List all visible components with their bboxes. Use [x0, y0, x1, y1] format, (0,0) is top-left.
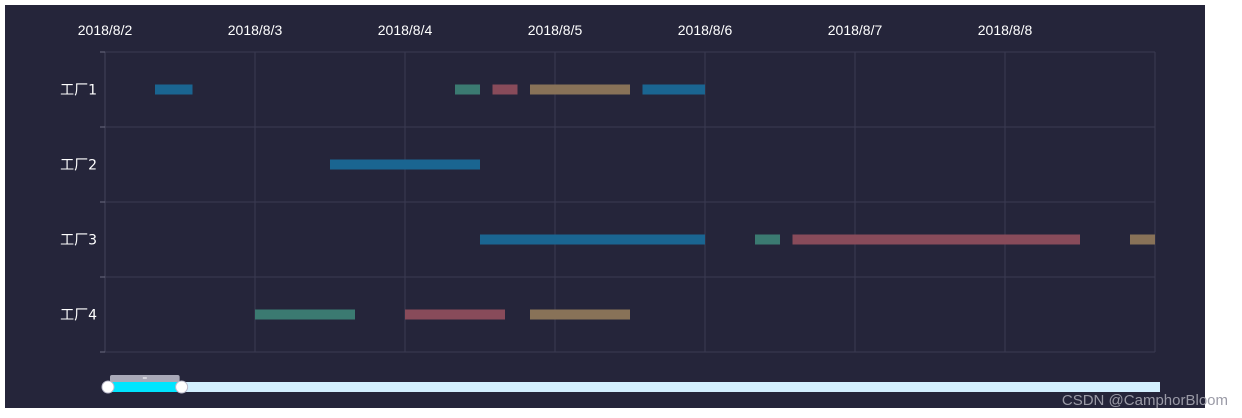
- watermark: CSDN @CamphorBloom: [1061, 392, 1228, 409]
- task-bar[interactable]: [330, 159, 480, 170]
- y-category-label: 工厂1: [60, 83, 97, 99]
- x-tick-label: 2018/8/8: [978, 22, 1033, 38]
- x-tick-label: 2018/8/2: [78, 22, 133, 38]
- x-tick-label: 2018/8/3: [228, 22, 283, 38]
- task-bar[interactable]: [155, 84, 193, 95]
- x-tick-label: 2018/8/4: [378, 22, 433, 38]
- y-category-label: 工厂2: [60, 158, 97, 174]
- task-bar[interactable]: [1130, 234, 1155, 245]
- zoom-selected-range[interactable]: [108, 382, 182, 392]
- task-bar[interactable]: [480, 234, 705, 245]
- task-bar[interactable]: [255, 309, 355, 320]
- task-bar[interactable]: [492, 84, 518, 95]
- zoom-track[interactable]: [108, 382, 1160, 392]
- y-category-label: 工厂3: [60, 233, 97, 249]
- task-bar[interactable]: [405, 309, 505, 320]
- task-bar[interactable]: [530, 84, 630, 95]
- x-tick-label: 2018/8/7: [828, 22, 883, 38]
- chart-panel: 2018/8/2 2018/8/3 2018/8/4 2018/8/5 2018/8/6…: [5, 5, 1205, 408]
- task-bar[interactable]: [642, 84, 706, 95]
- task-bar[interactable]: [792, 234, 1081, 245]
- y-category-label: 工厂4: [60, 308, 97, 324]
- x-tick-label: 2018/8/6: [678, 22, 733, 38]
- task-bar[interactable]: [530, 309, 630, 320]
- task-bar[interactable]: [455, 84, 480, 95]
- zoom-handle-left[interactable]: [101, 380, 115, 394]
- task-bar[interactable]: [755, 234, 780, 245]
- x-tick-label: 2018/8/5: [528, 22, 583, 38]
- zoom-handle-right[interactable]: [175, 380, 189, 394]
- gantt-chart: 2018/8/2 2018/8/3 2018/8/4 2018/8/5 2018/8/6…: [60, 22, 1160, 394]
